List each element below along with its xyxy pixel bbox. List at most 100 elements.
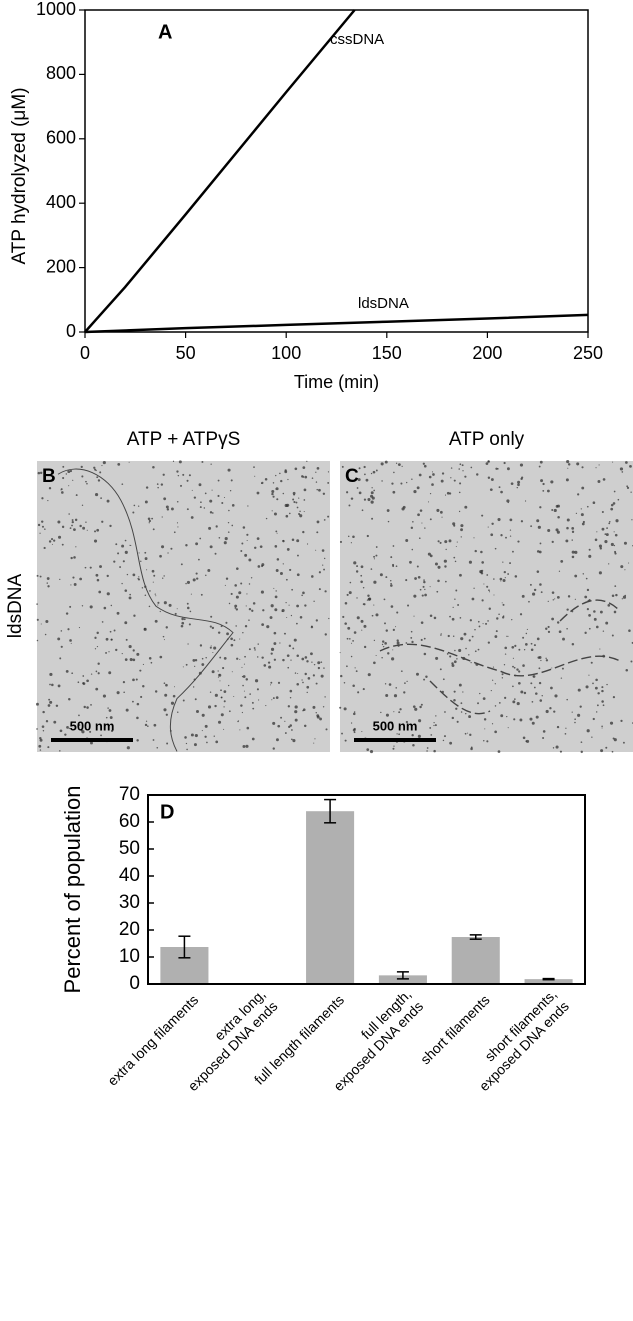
- particle: [49, 672, 53, 677]
- particle: [509, 562, 511, 565]
- particle: [626, 486, 630, 490]
- particle: [315, 619, 318, 622]
- particle: [83, 705, 86, 709]
- particle: [346, 637, 349, 640]
- particle: [217, 676, 220, 678]
- particle: [426, 750, 428, 752]
- x-tick-label: 50: [176, 343, 196, 363]
- particle: [257, 643, 259, 645]
- particle: [498, 486, 501, 489]
- particle: [575, 512, 578, 514]
- particle: [146, 569, 148, 571]
- plot-frame: [84, 9, 589, 333]
- particle: [620, 565, 624, 569]
- particle: [541, 695, 543, 697]
- particle: [477, 702, 479, 705]
- particle: [380, 462, 384, 466]
- particle: [209, 625, 212, 628]
- particle: [301, 657, 305, 661]
- particle: [353, 631, 357, 634]
- particle: [66, 726, 69, 729]
- particle: [60, 488, 63, 491]
- particle: [344, 601, 348, 605]
- particle: [286, 616, 288, 618]
- particle: [533, 644, 536, 647]
- particle: [45, 720, 49, 723]
- particle: [547, 630, 551, 634]
- particle: [315, 471, 317, 473]
- particle: [445, 580, 447, 583]
- particle: [353, 712, 356, 716]
- particle: [156, 483, 159, 485]
- particle: [328, 617, 330, 620]
- particle: [279, 571, 283, 575]
- particle: [235, 625, 237, 627]
- particle: [551, 591, 555, 594]
- x-tick-label: 150: [372, 343, 402, 363]
- particle: [70, 642, 72, 644]
- particle: [588, 548, 591, 551]
- particle: [69, 605, 72, 608]
- particle: [593, 617, 597, 621]
- particle: [165, 713, 168, 716]
- particle: [172, 694, 176, 698]
- particle: [82, 526, 86, 530]
- particle: [274, 595, 278, 599]
- particle: [288, 512, 291, 515]
- particle: [542, 489, 545, 492]
- particle: [233, 695, 235, 697]
- particle: [420, 621, 424, 624]
- particle: [155, 595, 157, 597]
- particle: [565, 727, 567, 729]
- particle: [411, 734, 414, 737]
- particle: [391, 657, 395, 661]
- particle: [292, 498, 295, 501]
- particle: [547, 600, 549, 603]
- particle: [538, 465, 541, 468]
- particle: [37, 471, 41, 475]
- particle: [218, 536, 221, 539]
- particle: [366, 748, 370, 751]
- particle: [520, 477, 523, 481]
- particle: [402, 723, 405, 725]
- particle: [109, 630, 112, 633]
- particle: [78, 714, 80, 717]
- particle: [610, 507, 614, 511]
- particle: [137, 578, 139, 580]
- particle: [93, 466, 96, 469]
- particle: [90, 741, 93, 745]
- particle: [588, 613, 591, 617]
- particle: [594, 686, 598, 690]
- particle: [516, 701, 520, 706]
- particle: [319, 717, 322, 721]
- particle: [567, 467, 569, 469]
- particle: [400, 482, 403, 485]
- particle: [367, 594, 370, 598]
- particle: [281, 610, 283, 612]
- particle: [79, 577, 82, 581]
- particle: [588, 554, 592, 558]
- particle: [373, 661, 376, 665]
- particle: [489, 591, 491, 593]
- particle: [481, 561, 484, 564]
- particle: [47, 499, 49, 502]
- particle: [324, 590, 327, 593]
- particle: [182, 666, 184, 668]
- particle: [571, 530, 575, 534]
- particle: [271, 510, 273, 512]
- particle: [121, 544, 125, 548]
- particle: [423, 579, 425, 581]
- particle: [453, 479, 456, 482]
- particle: [151, 569, 155, 573]
- particle: [322, 564, 324, 566]
- particle: [373, 489, 375, 492]
- particle: [356, 597, 358, 599]
- particle: [71, 519, 74, 522]
- particle: [194, 698, 197, 701]
- particle: [106, 574, 109, 578]
- particle: [177, 711, 179, 713]
- particle: [279, 472, 281, 475]
- particle: [523, 649, 526, 651]
- particle: [140, 560, 142, 563]
- particle: [542, 482, 545, 486]
